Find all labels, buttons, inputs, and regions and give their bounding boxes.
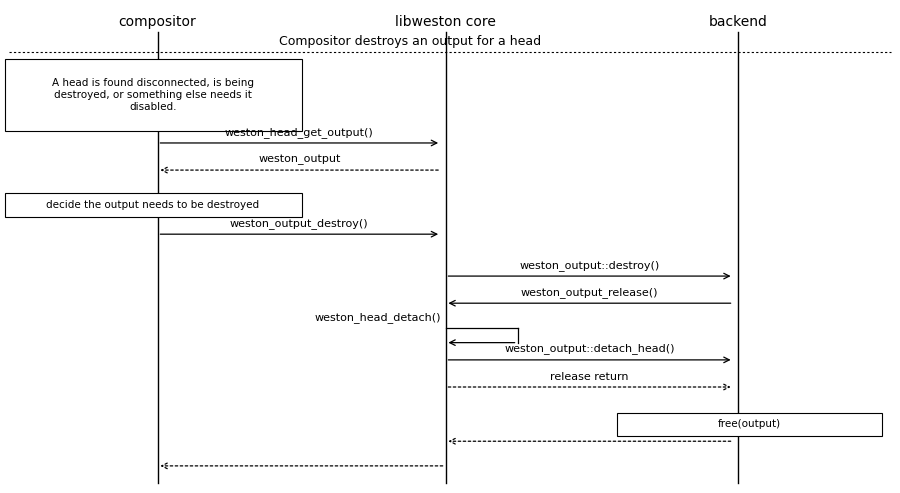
Text: release return: release return	[550, 372, 629, 382]
Text: free(output): free(output)	[717, 420, 781, 429]
FancyBboxPatch shape	[4, 193, 302, 217]
Text: weston_output: weston_output	[258, 154, 340, 165]
FancyBboxPatch shape	[4, 59, 302, 131]
Text: backend: backend	[708, 15, 768, 29]
Text: Compositor destroys an output for a head: Compositor destroys an output for a head	[279, 35, 541, 48]
Text: weston_head_detach(): weston_head_detach()	[314, 312, 441, 323]
Text: compositor: compositor	[119, 15, 196, 29]
Text: A head is found disconnected, is being
destroyed, or something else needs it
dis: A head is found disconnected, is being d…	[52, 78, 254, 111]
Text: libweston core: libweston core	[395, 15, 496, 29]
Text: weston_output_release(): weston_output_release()	[521, 287, 658, 298]
FancyBboxPatch shape	[616, 413, 882, 436]
Text: weston_output::destroy(): weston_output::destroy()	[519, 260, 660, 271]
Text: decide the output needs to be destroyed: decide the output needs to be destroyed	[47, 200, 259, 210]
Text: weston_output_destroy(): weston_output_destroy()	[230, 218, 369, 229]
Text: weston_head_get_output(): weston_head_get_output()	[225, 127, 374, 138]
Text: weston_output::detach_head(): weston_output::detach_head()	[504, 344, 675, 354]
